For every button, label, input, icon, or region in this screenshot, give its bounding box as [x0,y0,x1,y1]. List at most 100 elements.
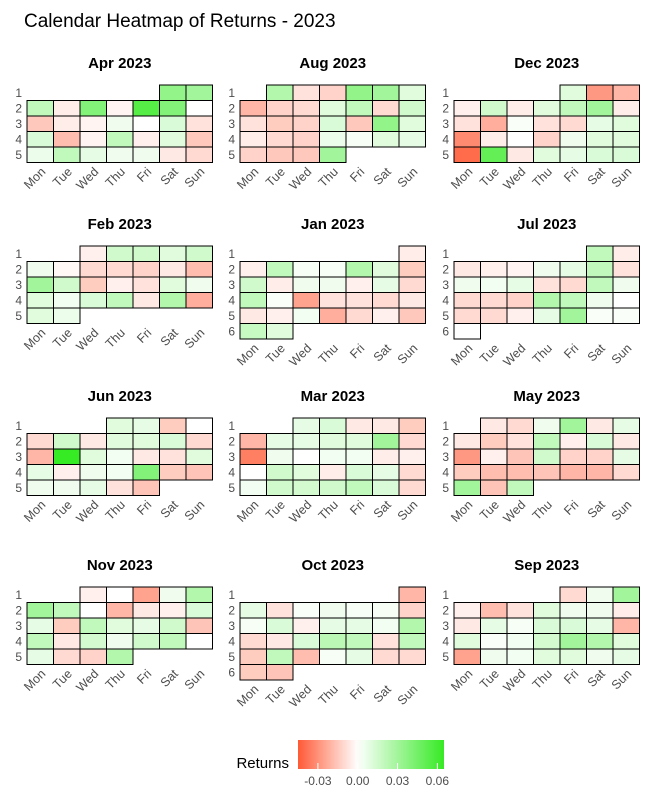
weekday-label: Sun [395,498,421,524]
day-cell [266,433,294,450]
day-cell [612,617,640,634]
weekday-label: Wed [286,682,314,710]
day-cell [106,617,134,634]
day-cell [453,261,481,278]
day-cell [612,433,640,450]
weekday-label: Thu [103,165,128,190]
day-cell [106,146,134,163]
day-cell [53,100,81,117]
day-cell [132,245,160,262]
weekday-label: Wed [286,498,314,526]
day-cell [26,307,54,324]
panel-title: Apr 2023 [88,55,151,72]
day-cell [506,307,534,324]
day-cell [612,131,640,148]
day-cell [106,648,134,665]
day-cell [480,417,508,434]
day-cell [159,633,187,650]
day-cell [79,261,107,278]
day-cell [586,84,614,101]
legend-title: Returns [236,755,289,772]
day-cell [26,433,54,450]
weekday-label: Sat [585,341,609,365]
week-label: 6 [228,324,235,338]
day-cell [239,633,267,650]
weekday-label: Sat [371,497,395,521]
day-cell [453,131,481,148]
day-cell [398,448,426,465]
weekday-label: Mon [448,341,475,368]
day-cell [372,276,400,293]
day-cell [132,602,160,619]
day-cell [372,448,400,465]
day-cell [398,261,426,278]
day-cell [26,276,54,293]
weekday-label: Mon [448,165,475,192]
weekday-label: Mon [448,667,475,694]
week-label: 5 [228,309,235,323]
week-label: 2 [228,262,235,276]
week-label: 4 [228,293,235,307]
weekday-label: Wed [500,498,528,526]
day-cell [506,292,534,309]
day-cell [185,131,213,148]
day-cell [398,245,426,262]
day-cell [79,448,107,465]
day-cell [345,276,373,293]
day-cell [266,648,294,665]
day-cell [159,417,187,434]
weekday-label: Fri [134,326,154,346]
day-cell [506,464,534,481]
panel-title: Jul 2023 [517,216,576,233]
weekday-label: Mon [21,667,48,694]
day-cell [319,464,347,481]
day-cell [239,433,267,450]
day-cell [106,633,134,650]
day-cell [79,100,107,117]
legend-tick-label: 0.06 [426,774,450,788]
day-cell [266,617,294,634]
week-label: 1 [15,419,22,433]
day-cell [319,602,347,619]
day-cell [106,479,134,496]
day-cell [185,292,213,309]
day-cell [319,433,347,450]
day-cell [132,131,160,148]
day-cell [372,115,400,132]
day-cell [586,245,614,262]
week-label: 3 [442,450,449,464]
day-cell [559,617,587,634]
week-label: 2 [228,603,235,617]
day-cell [185,245,213,262]
day-cell [132,292,160,309]
day-cell [185,448,213,465]
day-cell [453,146,481,163]
day-cell [533,276,561,293]
week-label: 1 [442,419,449,433]
day-cell [79,586,107,603]
weekday-label: Thu [316,498,341,523]
day-cell [26,617,54,634]
day-cell [559,292,587,309]
day-cell [506,602,534,619]
day-cell [185,146,213,163]
day-cell [79,292,107,309]
weekday-label: Fri [134,667,154,687]
week-label: 5 [15,481,22,495]
weekday-label: Wed [286,165,314,193]
day-cell [480,100,508,117]
week-label: 2 [15,262,22,276]
day-cell [79,633,107,650]
weekday-label: Sat [158,497,182,521]
day-cell [506,433,534,450]
day-cell [533,464,561,481]
day-cell [398,479,426,496]
day-cell [106,448,134,465]
day-cell [398,417,426,434]
day-cell [26,100,54,117]
day-cell [372,131,400,148]
day-cell [132,146,160,163]
